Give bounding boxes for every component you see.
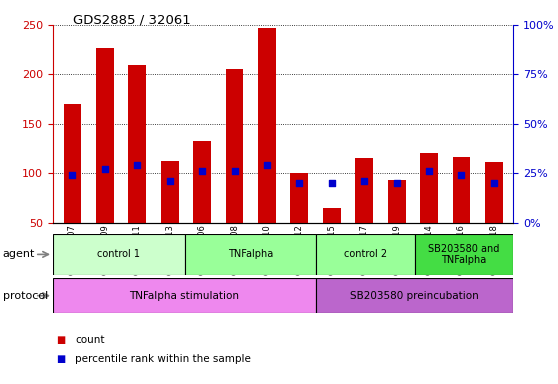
Bar <box>388 180 406 272</box>
Bar <box>355 159 373 272</box>
Point <box>165 178 174 184</box>
Bar <box>420 152 438 272</box>
Text: TNFalpha stimulation: TNFalpha stimulation <box>129 291 239 301</box>
Bar <box>128 65 146 272</box>
Bar <box>485 162 503 272</box>
Text: protocol: protocol <box>3 291 48 301</box>
Text: count: count <box>75 335 105 345</box>
Text: TNFalpha: TNFalpha <box>228 249 273 260</box>
Bar <box>185 234 316 275</box>
Point <box>489 180 498 186</box>
Text: control 1: control 1 <box>97 249 140 260</box>
Text: control 2: control 2 <box>344 249 387 260</box>
Bar <box>64 104 81 272</box>
Point <box>68 172 77 178</box>
Point <box>198 168 206 174</box>
Bar <box>53 278 316 313</box>
Bar <box>225 70 243 272</box>
Bar <box>316 234 415 275</box>
Bar <box>193 141 211 272</box>
Bar <box>415 234 513 275</box>
Bar <box>323 208 341 272</box>
Bar <box>258 28 276 272</box>
Text: ■: ■ <box>56 354 65 364</box>
Text: agent: agent <box>3 249 35 260</box>
Bar <box>53 234 185 275</box>
Bar <box>161 161 179 272</box>
Point <box>328 180 336 186</box>
Text: percentile rank within the sample: percentile rank within the sample <box>75 354 251 364</box>
Text: SB203580 and
TNFalpha: SB203580 and TNFalpha <box>429 243 500 265</box>
Point <box>295 180 304 186</box>
Point <box>425 168 434 174</box>
Bar <box>291 173 309 272</box>
Text: ■: ■ <box>56 335 65 345</box>
Text: SB203580 preincubation: SB203580 preincubation <box>350 291 479 301</box>
Bar <box>96 48 114 272</box>
Point <box>100 166 109 172</box>
Point <box>262 162 271 169</box>
Point <box>133 162 142 169</box>
Point <box>230 168 239 174</box>
Bar <box>453 157 470 272</box>
Bar <box>316 278 513 313</box>
Point <box>392 180 401 186</box>
Point <box>457 172 466 178</box>
Text: GDS2885 / 32061: GDS2885 / 32061 <box>73 13 190 26</box>
Point <box>360 178 369 184</box>
